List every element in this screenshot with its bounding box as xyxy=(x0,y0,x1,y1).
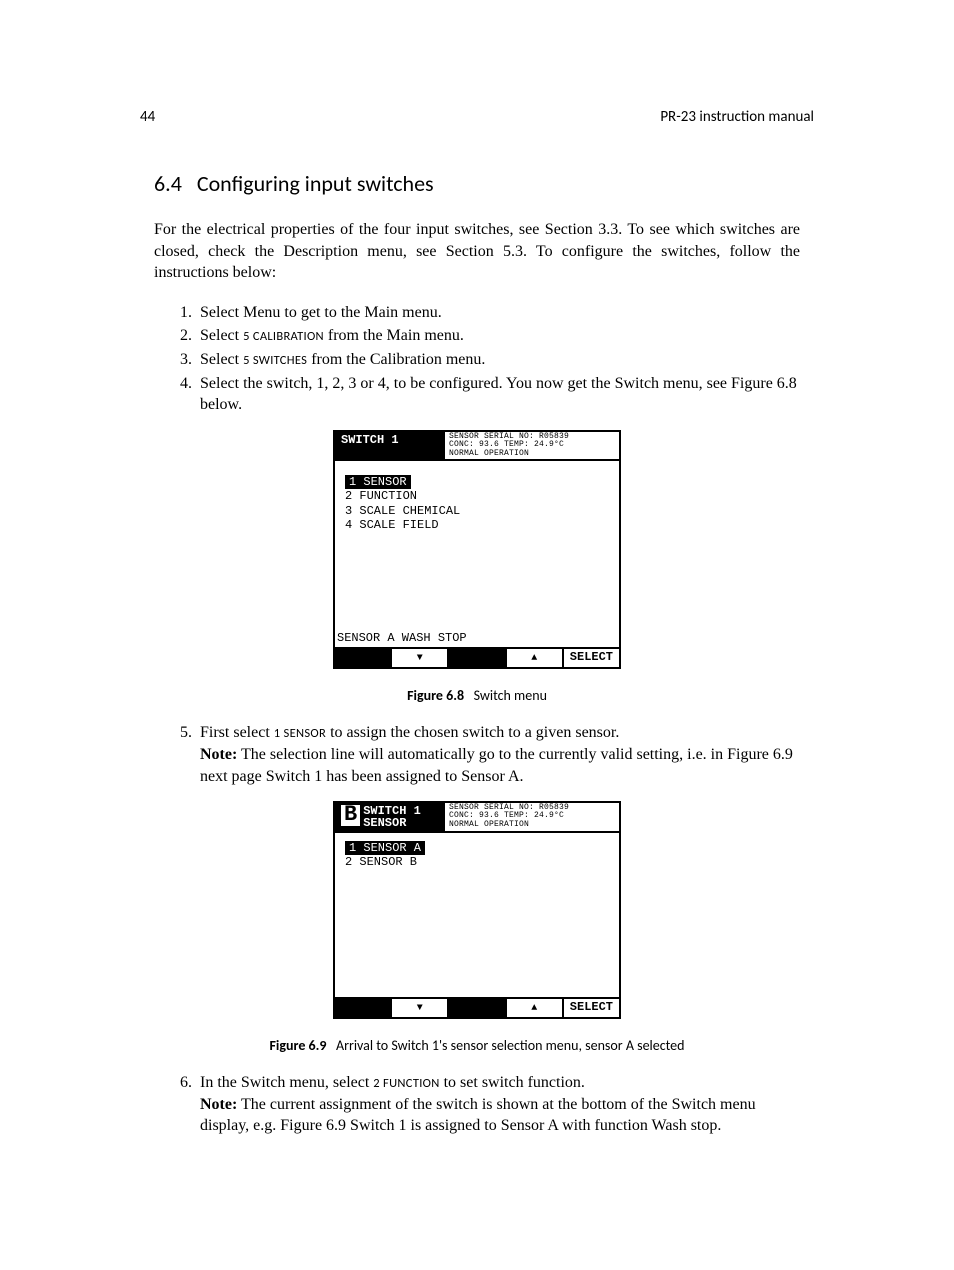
step-3-menu: 5 SWITCHES xyxy=(243,353,307,368)
lcd-item-4: 4 SCALE FIELD xyxy=(345,518,609,532)
lcd-body-69: 1 SENSOR A 2 SENSOR B xyxy=(335,833,619,997)
lcd-btn-up xyxy=(507,649,564,667)
step-6-post: to set switch function. xyxy=(440,1074,585,1091)
lcd-title-l2: SENSOR xyxy=(363,816,406,830)
step-5-pre: First select xyxy=(200,724,274,741)
lcd-screen-69: B SWITCH 1 SENSOR SENSOR SERIAL NO: R058… xyxy=(333,801,621,1019)
lcd-header-left: SWITCH 1 xyxy=(335,432,445,459)
heading-number: 6.4 xyxy=(154,170,182,197)
lcd-btn-blank xyxy=(449,649,506,667)
step-3-post: from the Calibration menu. xyxy=(307,351,485,368)
lcd-btn-back xyxy=(335,999,392,1017)
figure-6-8: SWITCH 1 SENSOR SERIAL NO: R05839 CONC: … xyxy=(154,430,800,705)
step-4: Select the switch, 1, 2, 3 or 4, to be c… xyxy=(196,373,800,416)
intro-paragraph: For the electrical properties of the fou… xyxy=(154,219,800,284)
step-2-pre: Select xyxy=(200,327,243,344)
lcd-footer-status: SENSOR A WASH STOP xyxy=(335,631,619,647)
lcd-item-1-selected: 1 SENSOR xyxy=(345,475,411,489)
lcd-btn-select: SELECT xyxy=(564,649,619,667)
step-2-menu: 5 CALIBRATION xyxy=(243,329,324,344)
sensor-b-indicator: B xyxy=(341,805,360,826)
step-5-note-label: Note: xyxy=(200,746,237,763)
heading-text: Configuring input switches xyxy=(197,170,434,197)
step-5-post: to assign the chosen switch to a given s… xyxy=(326,724,619,741)
lcd-btn-up xyxy=(507,999,564,1017)
lcd-btn-down xyxy=(392,999,449,1017)
lcd-btn-back xyxy=(335,649,392,667)
lcd-item-3: 3 SCALE CHEMICAL xyxy=(345,504,609,518)
lcd-item-1-selected: 1 SENSOR A xyxy=(345,841,425,855)
step-6: In the Switch menu, select 2 FUNCTION to… xyxy=(196,1072,800,1137)
fig68-caption-b: Figure 6.8 xyxy=(407,687,464,704)
page: 44 PR-23 instruction manual 6.4 Configur… xyxy=(0,0,954,1270)
step-6-note-label: Note: xyxy=(200,1096,237,1113)
lcd-body: 1 SENSOR 2 FUNCTION 3 SCALE CHEMICAL 4 S… xyxy=(335,461,619,631)
lcd-item-2: 2 SENSOR B xyxy=(345,855,609,869)
lcd-header-right-69: SENSOR SERIAL NO: R05839 CONC: 93.6 TEMP… xyxy=(445,803,619,831)
lcd-screen-68: SWITCH 1 SENSOR SERIAL NO: R05839 CONC: … xyxy=(333,430,621,670)
step-2: Select 5 CALIBRATION from the Main menu. xyxy=(196,325,800,347)
figure-caption-69: Figure 6.9 Arrival to Switch 1's sensor … xyxy=(154,1037,800,1054)
fig68-caption: Switch menu xyxy=(474,687,547,704)
lcd-header-69: B SWITCH 1 SENSOR SENSOR SERIAL NO: R058… xyxy=(335,803,619,833)
lcd-header-left-69: B SWITCH 1 SENSOR xyxy=(335,803,445,831)
figure-caption-68: Figure 6.8 Switch menu xyxy=(154,687,800,704)
step-1: Select Menu to get to the Main menu. xyxy=(196,302,800,324)
step-3: Select 5 SWITCHES from the Calibration m… xyxy=(196,349,800,371)
lcd-btn-down xyxy=(392,649,449,667)
step-5-menu: 1 SENSOR xyxy=(274,726,326,741)
lcd-header-right: SENSOR SERIAL NO: R05839 CONC: 93.6 TEMP… xyxy=(445,432,619,459)
figure-6-9: B SWITCH 1 SENSOR SENSOR SERIAL NO: R058… xyxy=(154,801,800,1054)
lcd-button-bar-69: SELECT xyxy=(335,997,619,1017)
step-list-cont: First select 1 SENSOR to assign the chos… xyxy=(154,722,800,787)
step-6-note: The current assignment of the switch is … xyxy=(200,1096,756,1135)
lcd-status-3: NORMAL OPERATION xyxy=(449,450,615,458)
lcd-title: SWITCH 1 xyxy=(341,434,399,446)
page-number: 44 xyxy=(140,108,155,126)
fig69-caption: Arrival to Switch 1's sensor selection m… xyxy=(336,1037,685,1054)
lcd-status-3: NORMAL OPERATION xyxy=(449,821,615,829)
section-heading: 6.4 Configuring input switches xyxy=(154,170,800,197)
step-list: Select Menu to get to the Main menu. Sel… xyxy=(154,302,800,416)
step-3-pre: Select xyxy=(200,351,243,368)
content: 6.4 Configuring input switches For the e… xyxy=(154,170,800,1139)
fig69-caption-b: Figure 6.9 xyxy=(269,1037,326,1054)
lcd-btn-blank xyxy=(449,999,506,1017)
lcd-btn-select: SELECT xyxy=(564,999,619,1017)
header-title: PR-23 instruction manual xyxy=(660,108,814,126)
step-5-note: The selection line will automatically go… xyxy=(200,746,793,785)
step-2-post: from the Main menu. xyxy=(324,327,464,344)
lcd-button-bar: SELECT xyxy=(335,647,619,667)
step-6-menu: 2 FUNCTION xyxy=(373,1076,439,1091)
lcd-header: SWITCH 1 SENSOR SERIAL NO: R05839 CONC: … xyxy=(335,432,619,461)
step-list-cont2: In the Switch menu, select 2 FUNCTION to… xyxy=(154,1072,800,1137)
lcd-item-2: 2 FUNCTION xyxy=(345,489,609,503)
step-6-pre: In the Switch menu, select xyxy=(200,1074,373,1091)
step-5: First select 1 SENSOR to assign the chos… xyxy=(196,722,800,787)
